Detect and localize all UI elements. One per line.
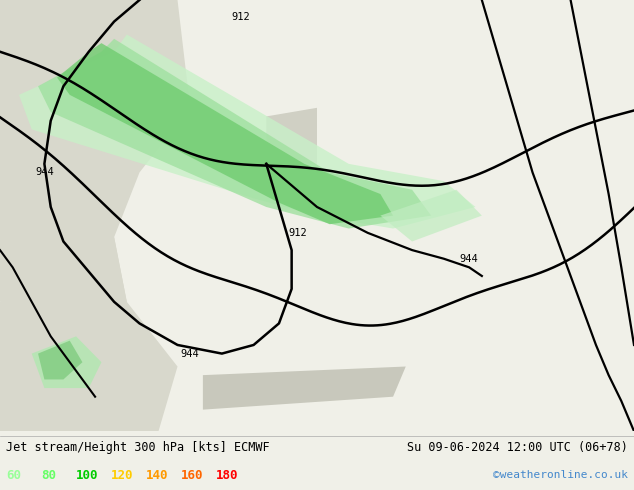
Text: 80: 80 — [41, 469, 56, 482]
Text: 944: 944 — [181, 348, 200, 359]
Text: Jet stream/Height 300 hPa [kts] ECMWF: Jet stream/Height 300 hPa [kts] ECMWF — [6, 441, 270, 454]
Polygon shape — [19, 34, 475, 228]
Text: Su 09-06-2024 12:00 UTC (06+78): Su 09-06-2024 12:00 UTC (06+78) — [407, 441, 628, 454]
Polygon shape — [203, 367, 406, 410]
Text: 944: 944 — [460, 254, 479, 264]
Text: 100: 100 — [76, 469, 98, 482]
Polygon shape — [0, 237, 178, 431]
Text: 180: 180 — [216, 469, 238, 482]
Polygon shape — [380, 190, 482, 242]
Text: 912: 912 — [231, 12, 250, 22]
Polygon shape — [266, 108, 317, 164]
Text: 120: 120 — [111, 469, 133, 482]
Polygon shape — [38, 39, 431, 228]
Polygon shape — [38, 341, 82, 379]
Polygon shape — [0, 0, 190, 302]
Text: 160: 160 — [181, 469, 203, 482]
Polygon shape — [57, 43, 393, 224]
Text: 944: 944 — [35, 168, 54, 177]
Polygon shape — [32, 336, 101, 388]
Text: ©weatheronline.co.uk: ©weatheronline.co.uk — [493, 470, 628, 480]
Text: 912: 912 — [288, 228, 307, 238]
Text: 60: 60 — [6, 469, 22, 482]
Text: 140: 140 — [146, 469, 168, 482]
